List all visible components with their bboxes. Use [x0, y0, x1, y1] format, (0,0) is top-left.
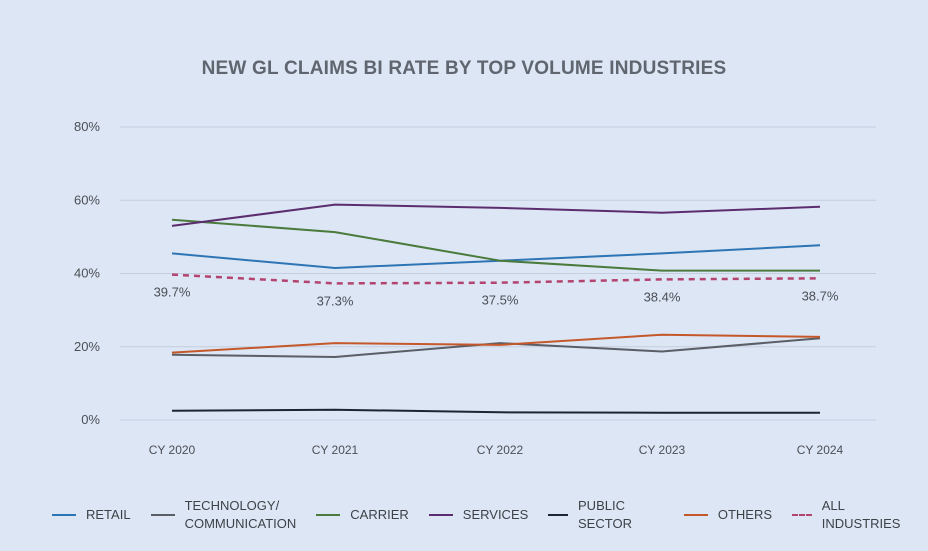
legend-item: CARRIER	[316, 506, 409, 524]
legend-label: SERVICES	[462, 507, 529, 522]
legend-item: OTHERS	[683, 506, 773, 524]
legend-label: TECHNOLOGY/ COMMUNICATION	[184, 498, 297, 531]
x-tick-label: CY 2023	[639, 443, 686, 457]
legend-item: SERVICES	[428, 506, 529, 524]
data-label: 38.7%	[802, 288, 839, 303]
x-tick-label: CY 2022	[477, 443, 524, 457]
series-line-others	[171, 333, 821, 354]
y-tick-label: 60%	[74, 192, 100, 207]
series-line-public-sector	[171, 408, 820, 414]
x-tick-label: CY 2021	[312, 443, 359, 457]
series-line-services	[171, 203, 821, 227]
series-line-all-industries	[171, 273, 821, 285]
legend-label: PUBLIC SECTOR	[578, 498, 632, 531]
series-line-retail	[171, 244, 821, 269]
legend-swatch	[548, 514, 569, 516]
legend-label: OTHERS	[717, 507, 773, 522]
y-tick-label: 0%	[81, 412, 100, 427]
legend-label: ALL INDUSTRIES	[821, 498, 901, 531]
series-line-carrier	[171, 218, 820, 272]
y-tick-label: 40%	[74, 266, 100, 281]
legend-item: RETAIL	[52, 506, 131, 524]
legend-label: RETAIL	[86, 507, 131, 522]
legend-swatch	[428, 514, 453, 516]
data-label: 39.7%	[154, 285, 191, 300]
data-label: 38.4%	[644, 289, 681, 304]
data-label: 37.5%	[482, 293, 519, 308]
y-tick-label: 20%	[74, 339, 100, 354]
legend-item: PUBLIC SECTOR	[548, 497, 664, 533]
legend-swatch	[52, 514, 76, 516]
data-label: 37.3%	[317, 293, 354, 308]
legend-item: TECHNOLOGY/ COMMUNICATION	[150, 497, 297, 533]
chart-title: NEW GL CLAIMS BI RATE BY TOP VOLUME INDU…	[201, 58, 727, 79]
legend-swatch	[683, 514, 708, 516]
x-tick-label: CY 2020	[149, 443, 196, 457]
legend-item: ALL INDUSTRIES	[792, 497, 908, 533]
legend-swatch	[150, 514, 175, 516]
y-tick-label: 80%	[74, 119, 100, 134]
legend-label: CARRIER	[350, 507, 409, 522]
legend-swatch	[316, 514, 341, 516]
series-line-technology-communication	[171, 337, 821, 358]
chart-legend: RETAIL TECHNOLOGY/ COMMUNICATION CARRIER SE…	[52, 498, 928, 532]
legend-swatch	[792, 514, 812, 516]
x-tick-label: CY 2024	[797, 443, 844, 457]
